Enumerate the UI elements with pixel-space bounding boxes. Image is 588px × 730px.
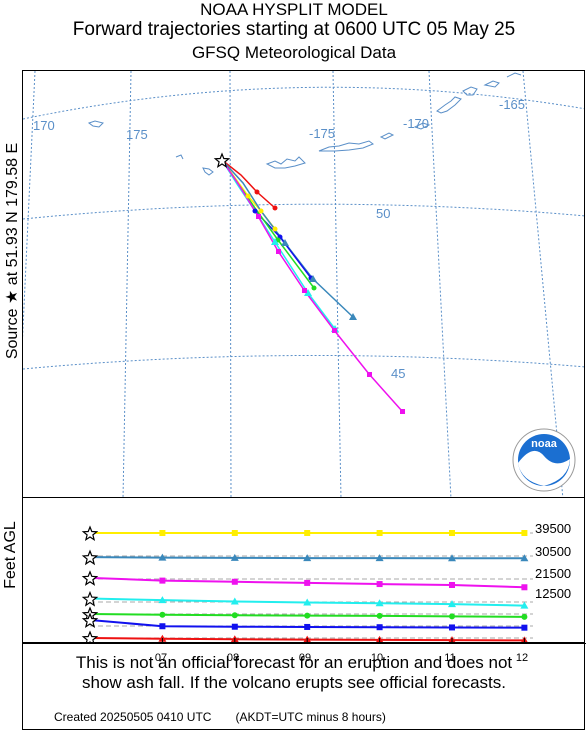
disclaimer-line-2: show ash fall. If the volcano erupts see…	[82, 673, 506, 692]
coastlines	[87, 72, 522, 176]
trajectory-markers	[245, 189, 405, 414]
alt-right-label-39500: 39500	[535, 521, 572, 536]
alt-marker-blue	[304, 623, 311, 630]
start-star-icon	[81, 612, 99, 629]
lat-label-50: 50	[376, 206, 390, 221]
altitude-panel	[22, 497, 586, 647]
alt-right-label-12500: 12500	[535, 586, 572, 601]
alt-marker-blue	[376, 624, 383, 631]
svg-text:noaa: noaa	[531, 438, 558, 450]
noaa-logo: noaa	[512, 428, 576, 492]
alt-marker-green	[449, 613, 455, 620]
alt-marker-magenta	[231, 578, 238, 585]
alt-marker-yellow	[376, 530, 383, 536]
alt-marker-magenta	[449, 581, 455, 588]
parallel-45	[23, 355, 584, 370]
alt-marker-green	[304, 612, 311, 619]
alt-marker-yellow	[449, 530, 455, 536]
lon-label-m175: -175	[309, 126, 335, 141]
created-info: Created 20250505 0410 UTC (AKDT=UTC minus…	[54, 710, 410, 724]
alt-marker-yellow	[231, 530, 238, 536]
alt-marker-green	[159, 611, 166, 618]
meridian-m170	[428, 71, 452, 497]
start-star-icon	[81, 549, 99, 566]
meridian-m175	[332, 71, 342, 497]
alt-marker-blue	[231, 623, 238, 630]
alt-marker-green	[231, 612, 238, 619]
x-tick-label-12: 12	[515, 652, 529, 664]
start-star-icon	[81, 525, 99, 542]
x-tick-label-09: 09	[298, 652, 312, 664]
alt-marker-steelblue	[448, 554, 456, 562]
alt-marker-blue	[521, 624, 528, 631]
alt-marker-cyan	[375, 599, 384, 607]
altitude-chart	[23, 525, 586, 647]
forecast-title: Forward trajectories starting at 0600 UT…	[72, 19, 516, 40]
disclaimer-text: This is not an official forecast for an …	[0, 653, 588, 693]
lon-label-175: 175	[126, 127, 148, 142]
meridian-175	[122, 71, 132, 497]
lon-label-m170: -170	[403, 116, 429, 131]
start-star-icon	[81, 570, 99, 586]
alt-marker-cyan	[520, 601, 529, 609]
alt-marker-cyan	[158, 596, 167, 604]
map-labels: 170 175 -175 -170 -165 50 45	[33, 97, 525, 381]
x-tick-label-08: 08	[226, 652, 240, 664]
meridian-180	[229, 71, 232, 497]
alt-marker-steelblue	[158, 553, 167, 561]
altitude-x-ticks	[23, 638, 586, 644]
alt-marker-magenta	[159, 577, 166, 584]
alt-right-label-30500: 30500	[535, 544, 572, 559]
met-data-subtitle: GFSQ Meteorological Data	[191, 43, 397, 62]
alt-marker-green	[521, 613, 528, 620]
alt-marker-steelblue	[520, 554, 529, 562]
timezone-note: (AKDT=UTC minus 8 hours)	[235, 710, 386, 724]
lon-label-170: 170	[33, 118, 55, 133]
trajectory-magenta	[221, 159, 403, 412]
map-svg: 170 175 -175 -170 -165 50 45	[23, 71, 584, 497]
alt-marker-blue	[449, 624, 455, 631]
alt-marker-yellow	[521, 530, 528, 536]
x-tick-label-11: 11	[444, 652, 456, 664]
lat-label-45: 45	[391, 366, 405, 381]
alt-marker-steelblue	[230, 553, 239, 561]
meridian-170	[23, 71, 36, 339]
model-title: NOAA HYSPLIT MODEL	[200, 0, 388, 19]
map-graticule	[23, 71, 584, 497]
x-tick-label-07: 07	[154, 652, 168, 664]
trajectory-red	[221, 159, 276, 209]
trajectory-map: 170 175 -175 -170 -165 50 45	[22, 70, 585, 498]
x-tick-label-10: 10	[370, 652, 384, 664]
alt-right-label-21500: 21500	[535, 566, 572, 581]
trajectory-steelblue	[221, 159, 354, 318]
alt-marker-magenta	[521, 584, 528, 591]
alt-marker-steelblue	[375, 554, 384, 562]
alt-marker-blue	[159, 623, 166, 630]
created-timestamp: Created 20250505 0410 UTC	[54, 710, 212, 724]
alt-marker-yellow	[304, 530, 311, 536]
source-star-icon	[213, 152, 231, 169]
disclaimer-line-1: This is not an official forecast for an …	[75, 653, 513, 672]
altitude-axis-title: Feet AGL	[2, 521, 19, 589]
alt-marker-cyan	[230, 597, 239, 605]
start-star-icon	[81, 590, 99, 607]
alt-marker-magenta	[376, 581, 383, 588]
alt-marker-steelblue	[303, 554, 312, 562]
alt-marker-yellow	[159, 530, 166, 536]
trajectory-cyan	[221, 159, 336, 330]
alt-marker-cyan	[448, 600, 456, 608]
alt-marker-cyan	[303, 598, 312, 606]
alt-marker-magenta	[304, 579, 311, 586]
parallel-50	[23, 203, 584, 220]
alt-marker-green	[376, 612, 383, 619]
lon-label-m165: -165	[499, 97, 525, 112]
